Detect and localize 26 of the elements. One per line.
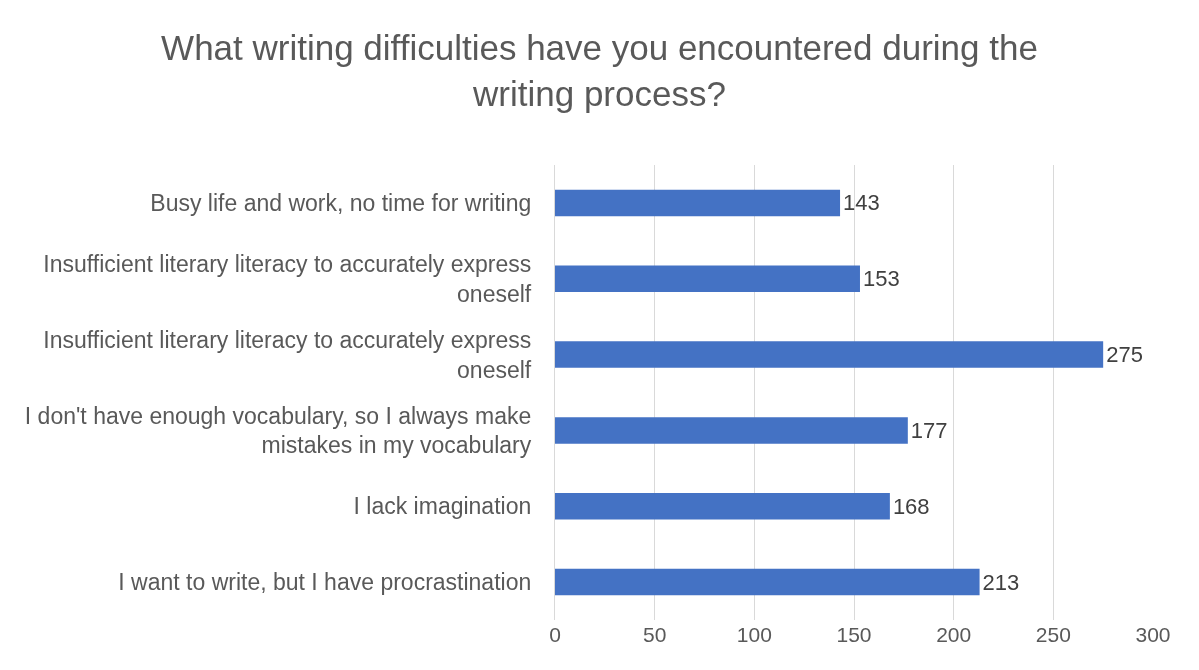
- x-tick-label: 200: [936, 623, 972, 646]
- data-label: 177: [910, 417, 948, 443]
- data-label: 168: [892, 493, 930, 519]
- data-label: 153: [862, 266, 900, 292]
- data-label: 213: [982, 569, 1020, 595]
- bar: [555, 341, 1104, 368]
- x-tick-label: 150: [836, 623, 872, 646]
- x-tick-label: 0: [549, 623, 561, 646]
- y-tick-label: I don't have enough vocabulary, so I always make mistakes in my vocabulary: [24, 402, 532, 459]
- bar: [555, 417, 908, 444]
- bar: [555, 265, 860, 293]
- y-tick-label: Insufficient literary literacy to accurately express oneself: [43, 326, 532, 383]
- x-tick-label: 50: [642, 623, 667, 646]
- y-tick-label: Busy life and work, no time for writing: [150, 189, 532, 216]
- bar: [555, 189, 841, 217]
- y-tick-label: I lack imagination: [353, 493, 532, 520]
- y-tick-label: I want to write, but I have procrastination: [118, 569, 532, 596]
- data-label: 143: [843, 190, 880, 216]
- y-tick-label: Insufficient literary literacy to accurately express oneself: [43, 250, 532, 307]
- chart-title: What writing difficulties have you encountered during the writing process?: [161, 28, 1038, 113]
- x-tick-label: 300: [1135, 623, 1171, 646]
- bar: [555, 568, 980, 596]
- x-tick-label: 250: [1035, 623, 1071, 646]
- data-label: 275: [1106, 342, 1143, 368]
- x-tick-label: 100: [736, 623, 772, 646]
- bar: [555, 492, 890, 520]
